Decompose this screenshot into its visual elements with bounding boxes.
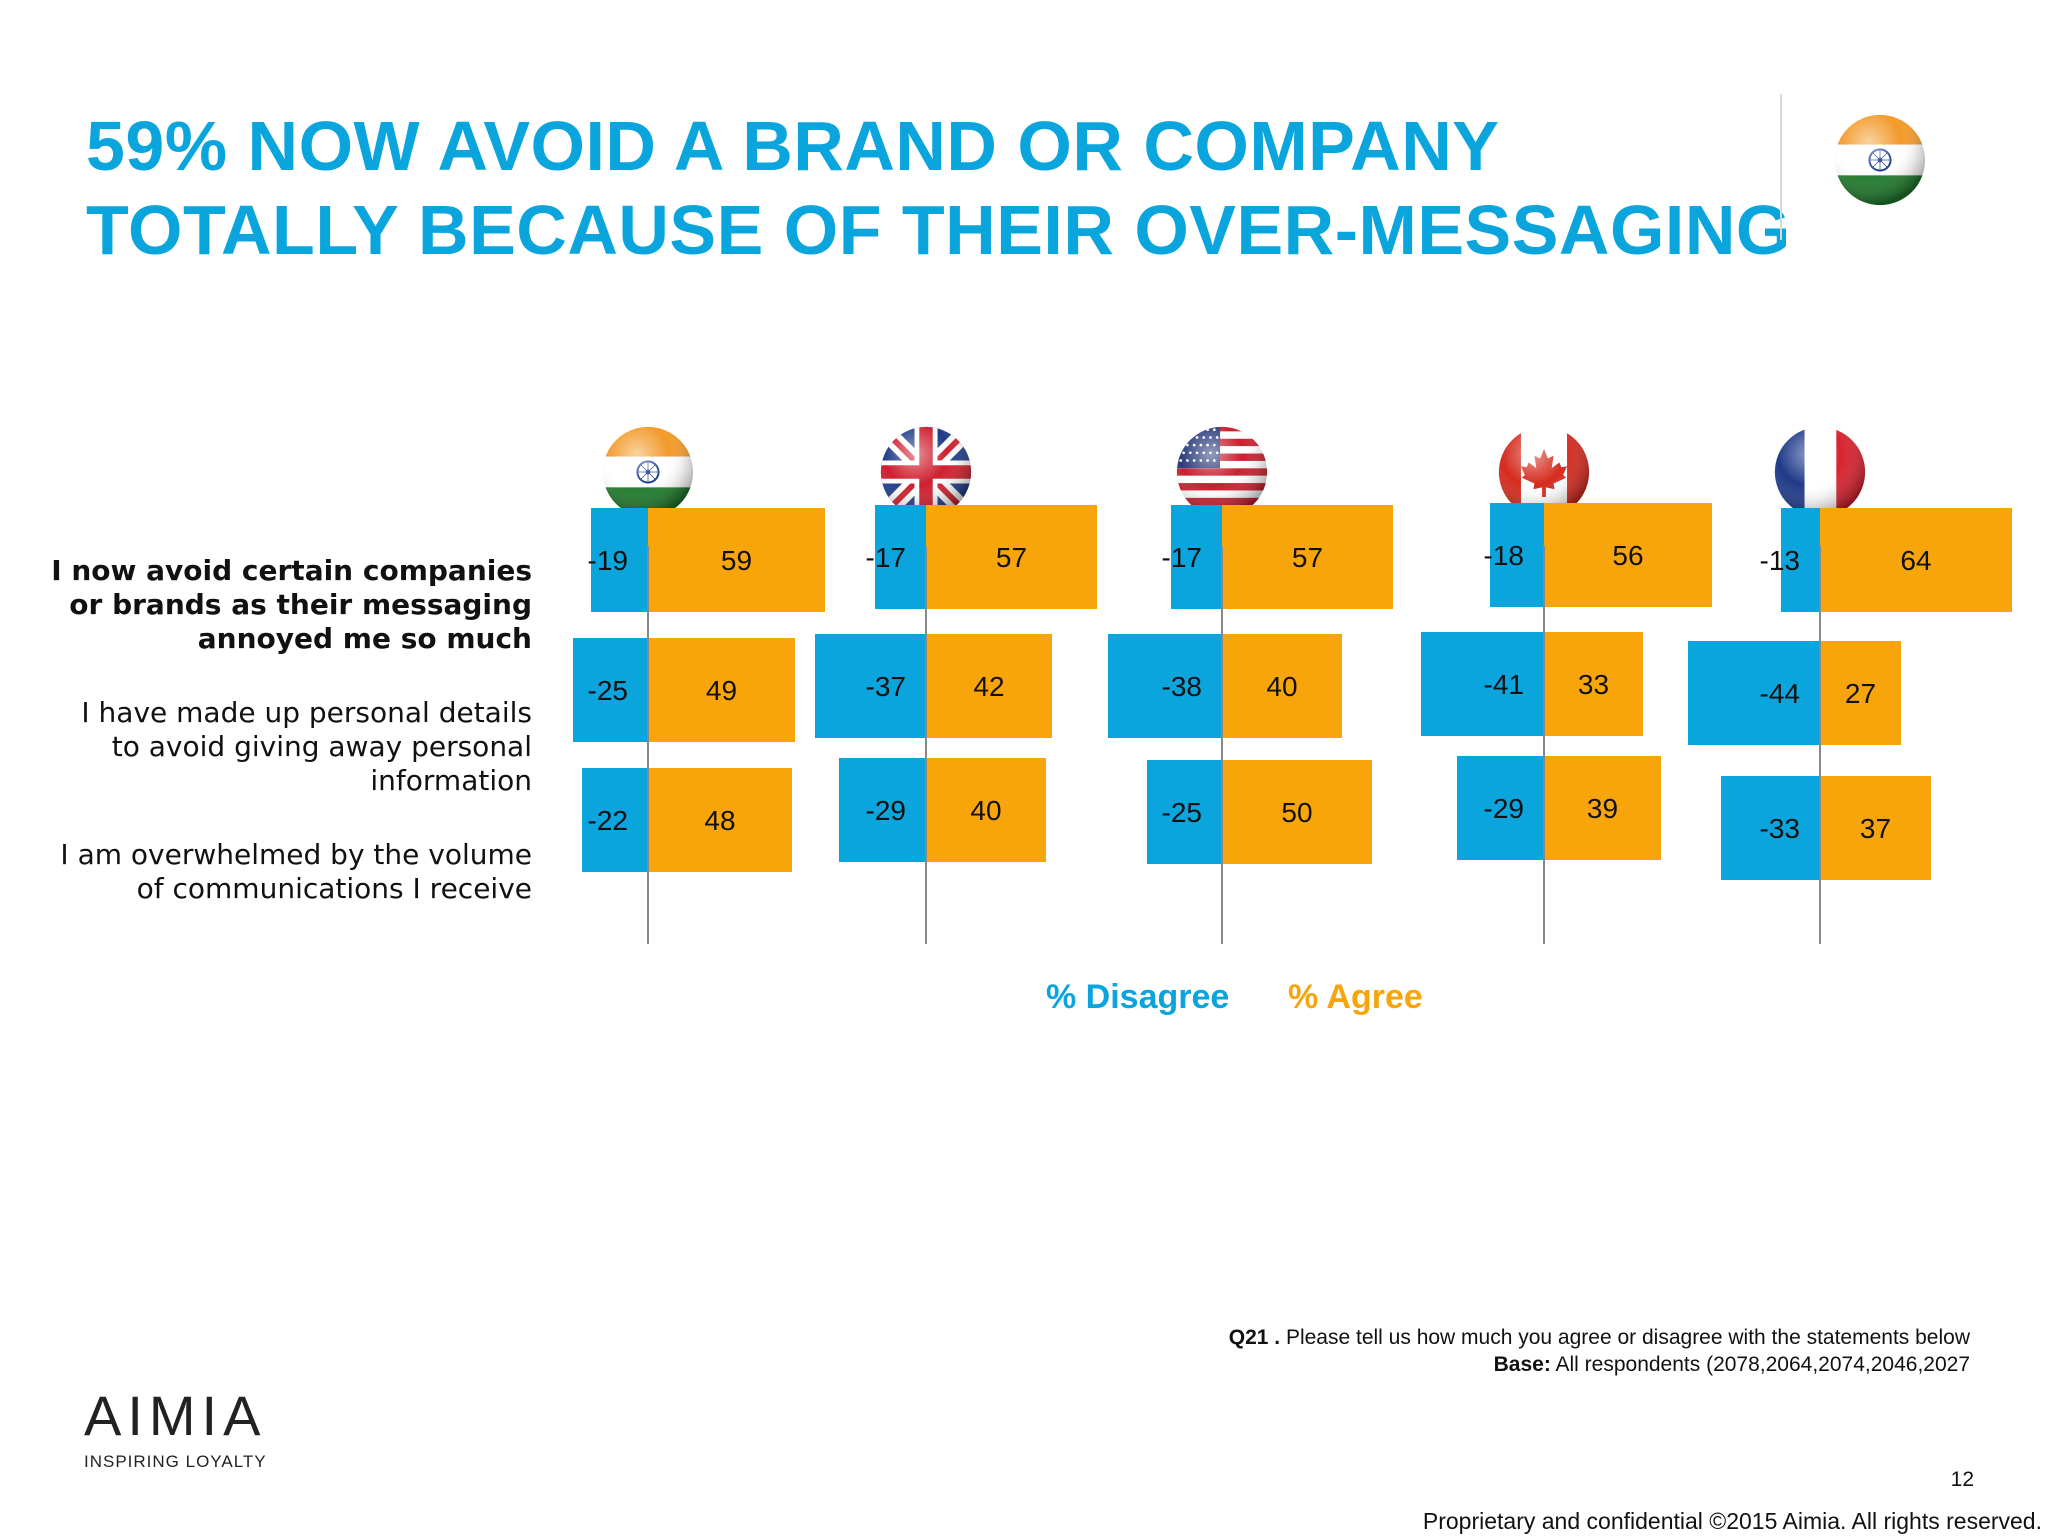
- bar-agree: [1544, 503, 1712, 607]
- bar-disagree: [582, 768, 648, 872]
- bar-disagree: [1688, 641, 1820, 745]
- data-label-agree: 39: [1587, 793, 1618, 824]
- data-label-agree: 57: [996, 542, 1027, 573]
- data-label-agree: 48: [704, 805, 735, 836]
- data-label-disagree: -38: [1162, 671, 1202, 702]
- statement-label: I am overwhelmed by the volume of communi…: [60, 838, 532, 906]
- base-text: All respondents (2078,2064,2074,2046,202…: [1550, 1353, 1970, 1376]
- data-label-disagree: -19: [588, 545, 628, 576]
- bar-disagree: [591, 508, 648, 612]
- bar-disagree: [875, 505, 926, 609]
- bar-agree: [1820, 641, 1901, 745]
- bar-disagree: [1457, 756, 1544, 860]
- bar-disagree: [1171, 505, 1222, 609]
- data-label-agree: 50: [1281, 797, 1312, 828]
- copyright: Proprietary and confidential ©2015 Aimia…: [1422, 1508, 2042, 1534]
- data-label-disagree: -17: [866, 542, 906, 573]
- data-label-disagree: -37: [866, 671, 906, 702]
- bar-agree: [1820, 508, 2012, 612]
- data-label-agree: 49: [706, 675, 737, 706]
- data-label-disagree: -41: [1484, 669, 1524, 700]
- bar-disagree: [1781, 508, 1820, 612]
- bar-disagree: [1108, 634, 1222, 738]
- bar-agree: [648, 768, 792, 872]
- statement-line: I have made up personal details: [81, 696, 532, 729]
- france-flag-icon: [1772, 424, 1868, 520]
- data-label-disagree: -44: [1760, 678, 1800, 709]
- bar-agree: [1544, 632, 1643, 736]
- statement-line: I now avoid certain companies: [51, 554, 532, 587]
- data-label-disagree: -22: [588, 805, 628, 836]
- base-label: Base:: [1493, 1353, 1551, 1376]
- data-label-disagree: -25: [1162, 797, 1202, 828]
- footnote: Q21 . Please tell us how much you agree …: [1229, 1324, 1970, 1378]
- data-label-agree: 37: [1860, 813, 1891, 844]
- data-label-agree: 59: [721, 545, 752, 576]
- data-label-disagree: -17: [1162, 542, 1202, 573]
- legend-agree: % Agree: [1288, 978, 1423, 1016]
- bar-agree: [926, 634, 1052, 738]
- data-label-agree: 42: [973, 671, 1004, 702]
- canada-flag-icon: [1496, 424, 1592, 520]
- bar-disagree: [1147, 760, 1222, 864]
- bar-agree: [1222, 505, 1393, 609]
- india-flag-icon: [1832, 112, 1928, 208]
- bar-disagree: [573, 638, 648, 742]
- data-label-disagree: -29: [866, 795, 906, 826]
- bar-agree: [1544, 756, 1661, 860]
- title-line-1: 59% NOW AVOID A BRAND OR COMPANY: [86, 107, 1500, 185]
- bar-agree: [926, 505, 1097, 609]
- legend-disagree: % Disagree: [1046, 978, 1230, 1016]
- bar-agree: [648, 638, 795, 742]
- statement-label: I now avoid certain companies or brands a…: [51, 554, 532, 656]
- bar-agree: [926, 758, 1046, 862]
- question-label: Q21 .: [1228, 1326, 1281, 1349]
- india-flag-icon: [600, 424, 696, 520]
- bar-disagree: [1490, 503, 1544, 607]
- statement-line: of communications I receive: [136, 872, 532, 905]
- data-label-disagree: -25: [588, 675, 628, 706]
- usa-flag-icon: [1174, 424, 1270, 520]
- page-number: 12: [1950, 1468, 1974, 1491]
- bar-disagree: [815, 634, 926, 738]
- bar-agree: [648, 508, 825, 612]
- data-label-disagree: -33: [1760, 813, 1800, 844]
- statement-line: or brands as their messaging: [69, 588, 532, 621]
- uk-flag-icon: [878, 424, 974, 520]
- data-label-agree: 56: [1612, 540, 1643, 571]
- data-label-agree: 27: [1845, 678, 1876, 709]
- data-label-agree: 57: [1292, 542, 1323, 573]
- data-label-agree: 40: [970, 795, 1001, 826]
- data-label-agree: 40: [1266, 671, 1297, 702]
- data-label-disagree: -13: [1760, 545, 1800, 576]
- header-divider: [1780, 94, 1782, 240]
- data-label-disagree: -29: [1484, 793, 1524, 824]
- title-line-2: TOTALLY BECAUSE OF THEIR OVER-MESSAGING: [86, 191, 1791, 269]
- logo-tagline: INSPIRING LOYALTY: [84, 1452, 267, 1471]
- statement-label: I have made up personal details to avoid …: [81, 696, 532, 798]
- bar-agree: [1820, 776, 1931, 880]
- statement-line: I am overwhelmed by the volume: [60, 838, 532, 871]
- data-label-agree: 64: [1900, 545, 1931, 576]
- statement-line: annoyed me so much: [197, 622, 532, 655]
- logo-word: AIMIA: [84, 1384, 267, 1447]
- bar-disagree: [839, 758, 926, 862]
- data-label-agree: 33: [1578, 669, 1609, 700]
- bar-disagree: [1721, 776, 1820, 880]
- data-label-disagree: -18: [1484, 540, 1524, 571]
- bar-agree: [1222, 760, 1372, 864]
- bar-agree: [1222, 634, 1342, 738]
- statement-line: to avoid giving away personal: [111, 730, 532, 763]
- bar-disagree: [1421, 632, 1544, 736]
- page-title: 59% NOW AVOID A BRAND OR COMPANY TOTALLY…: [86, 104, 1791, 272]
- question-text: Please tell us how much you agree or dis…: [1280, 1326, 1970, 1349]
- aimia-logo: AIMIA INSPIRING LOYALTY: [84, 1388, 267, 1472]
- statement-line: information: [370, 764, 532, 797]
